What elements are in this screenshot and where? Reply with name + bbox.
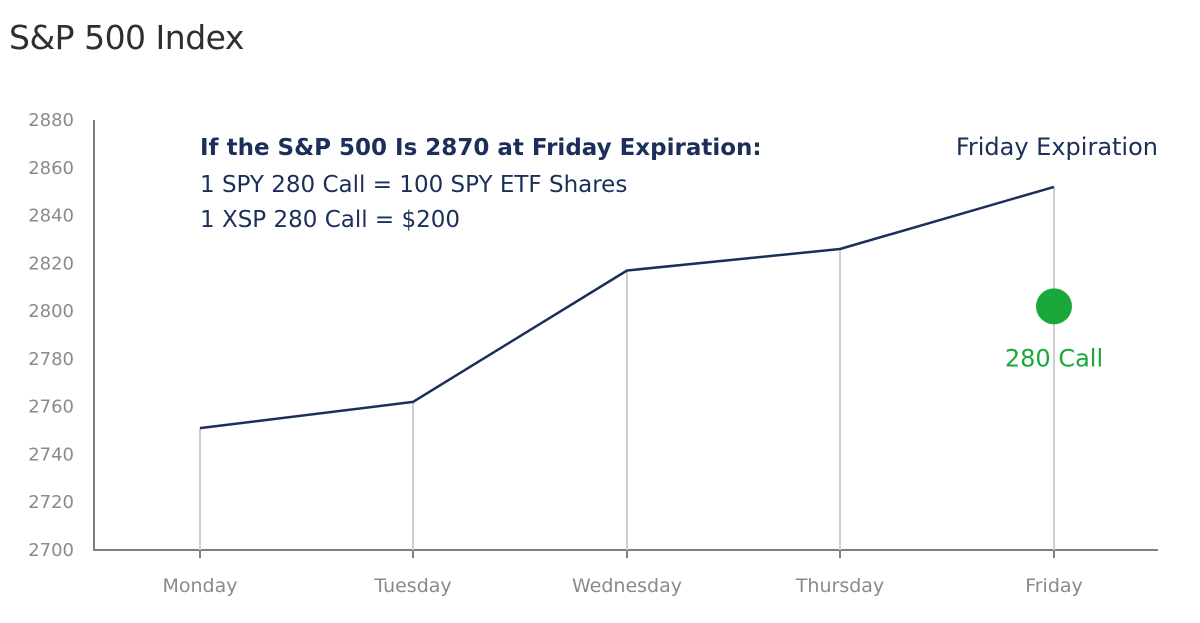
y-tick-label: 2700 (28, 540, 74, 561)
y-tick-label: 2840 (28, 206, 74, 227)
y-tick-label: 2860 (28, 158, 74, 179)
call-marker (1036, 288, 1072, 325)
x-tick-label: Thursday (795, 575, 884, 597)
y-tick-label: 2740 (28, 444, 74, 465)
annotation-title: If the S&P 500 Is 2870 at Friday Expirat… (200, 135, 762, 161)
page-title: S&P 500 Index (9, 18, 244, 57)
y-tick-label: 2880 (28, 110, 74, 131)
y-tick-label: 2760 (28, 397, 74, 418)
expiration-label: Friday Expiration (956, 133, 1158, 161)
series-line (199, 185, 1055, 430)
x-tick-label: Monday (162, 575, 237, 597)
annotation-line: 1 SPY 280 Call = 100 SPY ETF Shares (200, 172, 627, 198)
y-tick-label: 2780 (28, 349, 74, 370)
y-tick-label: 2820 (28, 253, 74, 274)
call-marker-label: 280 Call (1005, 344, 1103, 372)
x-tick-label: Friday (1025, 575, 1083, 597)
y-tick-label: 2720 (28, 492, 74, 513)
x-tick-label: Wednesday (572, 575, 682, 597)
x-tick-label: Tuesday (373, 575, 451, 597)
annotation-line: 1 XSP 280 Call = $200 (200, 207, 460, 233)
y-tick-label: 2800 (28, 301, 74, 322)
